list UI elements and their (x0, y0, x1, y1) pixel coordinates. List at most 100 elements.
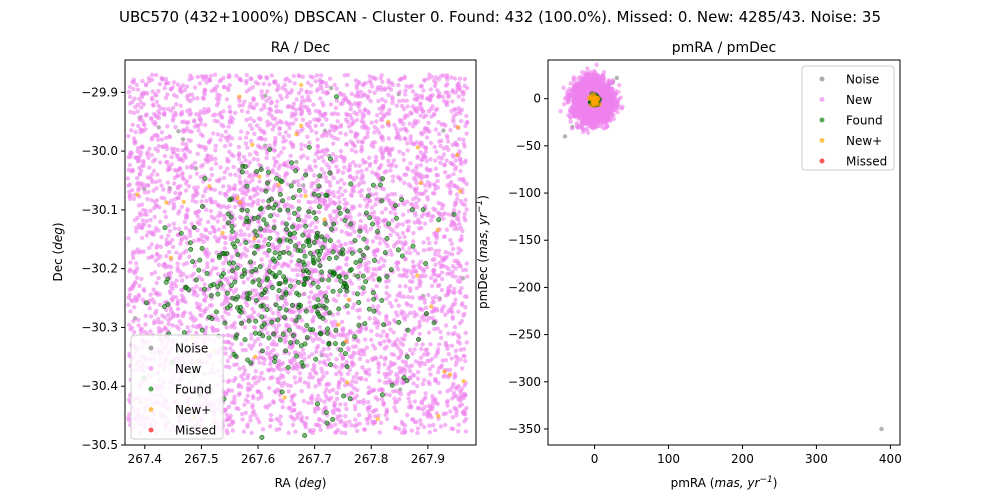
radec-point-new (332, 334, 337, 340)
radec-point-new (167, 189, 172, 194)
radec-point-new (435, 172, 440, 178)
radec-point-new (211, 266, 216, 271)
radec-point-found (330, 272, 336, 278)
radec-point-new (197, 81, 203, 86)
radec-point-new (190, 198, 195, 203)
radec-point-found (225, 220, 231, 226)
radec-point-new (238, 136, 243, 141)
radec-point-new (307, 223, 313, 228)
radec-point-new (357, 348, 363, 353)
radec-point-found (363, 210, 369, 216)
radec-point-new (367, 161, 373, 167)
radec-point-new (381, 263, 386, 268)
radec-point-new-plus (135, 192, 140, 197)
radec-point-found (252, 250, 257, 256)
radec-point-found (379, 297, 385, 303)
radec-point-new (200, 193, 206, 199)
radec-point-noise (193, 166, 198, 171)
radec-point-new (199, 237, 204, 242)
radec-point-new (415, 430, 420, 436)
radec-point-new (382, 87, 387, 92)
radec-point-found (298, 343, 304, 349)
radec-point-new (313, 225, 319, 230)
radec-point-new (361, 401, 367, 406)
radec-point-new (318, 73, 324, 78)
radec-point-new (420, 381, 426, 387)
radec-point-found (326, 255, 332, 261)
radec-point-new (413, 195, 419, 200)
radec-point-found (267, 147, 273, 152)
radec-point-new (344, 359, 349, 365)
radec-point-new (404, 363, 409, 368)
radec-point-new (388, 210, 393, 215)
radec-point-new (256, 198, 261, 203)
radec-point-new (439, 73, 444, 79)
radec-point-new (226, 339, 231, 345)
radec-point-new (354, 83, 359, 88)
radec-point-found (290, 195, 296, 201)
radec-point-new (253, 380, 258, 386)
radec-point-new (418, 113, 423, 118)
radec-point-found (283, 307, 289, 313)
radec-point-new (424, 158, 429, 164)
radec-point-new (137, 225, 142, 230)
radec-point-new (456, 246, 461, 251)
radec-legend-marker-missed (148, 427, 154, 433)
radec-point-new (257, 375, 263, 380)
radec-point-new (205, 264, 210, 270)
radec-point-new (415, 383, 420, 389)
radec-point-new (295, 179, 301, 184)
radec-point-new (413, 166, 419, 171)
radec-point-new (342, 197, 347, 202)
radec-point-new (172, 226, 177, 231)
radec-point-new (349, 193, 354, 198)
radec-point-new (410, 168, 415, 174)
radec-point-new (340, 192, 345, 197)
radec-point-found (362, 321, 368, 327)
radec-point-new (362, 427, 368, 432)
radec-point-new (287, 405, 293, 410)
radec-point-new (158, 329, 163, 334)
pm-points (558, 62, 884, 432)
radec-title: RA / Dec (271, 40, 330, 56)
radec-point-new (357, 163, 362, 168)
radec-point-new (322, 112, 327, 117)
radec-point-found (254, 232, 260, 238)
radec-point-new (357, 412, 362, 418)
radec-point-new (454, 184, 460, 189)
radec-point-found (304, 335, 310, 340)
radec-point-found (259, 434, 265, 440)
radec-point-new (272, 163, 277, 168)
radec-point-new (145, 91, 150, 96)
radec-point-new (175, 261, 180, 266)
radec-point-found (259, 348, 265, 354)
radec-point-new (401, 294, 407, 299)
radec-point-new (437, 297, 442, 302)
radec-point-new (176, 226, 182, 232)
radec-point-new (374, 356, 379, 361)
radec-point-new (435, 178, 440, 184)
radec-point-new (359, 147, 365, 152)
radec-point-new (439, 335, 444, 341)
radec-point-new (388, 168, 393, 173)
radec-point-new (293, 380, 298, 385)
radec-point-new (238, 232, 244, 238)
radec-point-new (323, 151, 328, 157)
radec-point-found (336, 306, 342, 312)
radec-point-new (213, 156, 218, 162)
radec-point-new (212, 234, 218, 240)
radec-point-new (175, 154, 180, 159)
radec-point-new (370, 357, 375, 363)
radec-point-new (127, 84, 133, 90)
radec-point-new (414, 201, 419, 206)
radec-point-new (338, 154, 343, 159)
radec-point-new (372, 408, 377, 414)
radec-point-new (299, 128, 304, 134)
radec-point-new-plus (322, 217, 327, 222)
radec-point-new (209, 166, 214, 171)
radec-point-new (131, 136, 137, 141)
radec-point-new (247, 160, 253, 165)
radec-point-found (314, 230, 320, 236)
radec-point-new (382, 113, 387, 118)
radec-point-new (174, 102, 179, 107)
